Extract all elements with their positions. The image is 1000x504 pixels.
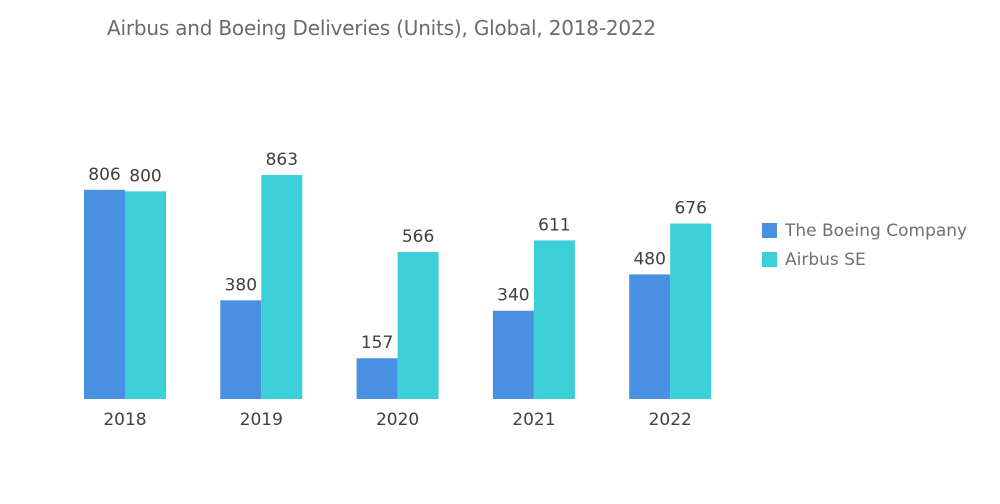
legend-item-airbus: Airbus SE <box>762 245 967 274</box>
legend-swatch-boeing <box>762 223 777 238</box>
data-label-boeing-2022: 480 <box>633 249 665 269</box>
bar-boeing-2021 <box>492 310 534 399</box>
data-label-airbus-2020: 566 <box>402 227 434 247</box>
x-tick-label-2021: 2021 <box>512 410 555 430</box>
data-label-boeing-2018: 806 <box>88 165 120 185</box>
data-label-boeing-2020: 157 <box>361 333 393 353</box>
data-label-airbus-2021: 611 <box>538 215 570 235</box>
chart-title: Airbus and Boeing Deliveries (Units), Gl… <box>107 16 656 40</box>
data-label-airbus-2019: 863 <box>266 150 298 170</box>
bar-boeing-2018 <box>84 189 125 399</box>
data-label-airbus-2018: 800 <box>129 166 161 186</box>
bar-boeing-2019 <box>220 300 262 399</box>
data-label-airbus-2022: 676 <box>674 199 706 219</box>
x-tick-label-2018: 2018 <box>103 410 146 430</box>
legend: The Boeing Company Airbus SE <box>762 216 967 274</box>
data-label-boeing-2019: 380 <box>225 275 257 295</box>
x-tick-label-2022: 2022 <box>649 410 692 430</box>
bar-airbus-2021 <box>533 240 575 399</box>
legend-swatch-airbus <box>762 252 777 267</box>
data-label-boeing-2021: 340 <box>497 286 529 306</box>
legend-item-boeing: The Boeing Company <box>762 216 967 245</box>
bar-airbus-2019 <box>261 175 303 399</box>
legend-label-boeing: The Boeing Company <box>785 220 968 241</box>
bar-boeing-2022 <box>629 274 671 399</box>
bar-airbus-2020 <box>397 252 439 399</box>
bar-boeing-2020 <box>356 358 398 399</box>
x-tick-label-2019: 2019 <box>240 410 283 430</box>
bar-airbus-2022 <box>670 223 712 399</box>
legend-label-airbus: Airbus SE <box>785 249 866 270</box>
x-tick-label-2020: 2020 <box>376 410 419 430</box>
bar-airbus-2018 <box>125 191 166 399</box>
